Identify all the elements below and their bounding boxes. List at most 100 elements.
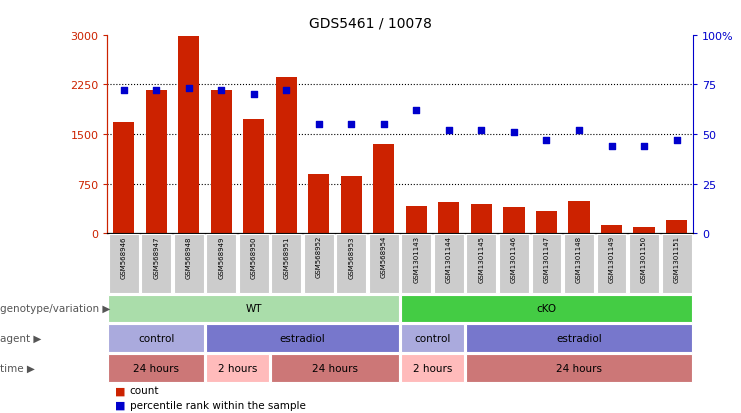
Text: 24 hours: 24 hours [133,363,179,373]
FancyBboxPatch shape [499,234,529,293]
FancyBboxPatch shape [271,354,399,382]
Text: cKO: cKO [536,304,556,313]
Bar [634,228,654,234]
Bar [341,176,362,234]
FancyBboxPatch shape [597,234,626,293]
FancyBboxPatch shape [206,234,236,293]
Text: 2 hours: 2 hours [413,363,452,373]
Point [638,143,650,150]
Bar [601,226,622,234]
Text: GSM1301148: GSM1301148 [576,235,582,282]
FancyBboxPatch shape [629,234,659,293]
Bar [503,208,525,234]
FancyBboxPatch shape [369,234,399,293]
Text: GDS5461 / 10078: GDS5461 / 10078 [309,16,432,30]
FancyBboxPatch shape [401,295,692,322]
Bar [666,221,687,234]
Bar [113,123,134,234]
FancyBboxPatch shape [142,234,171,293]
Text: GSM568947: GSM568947 [153,235,159,278]
Text: GSM1301149: GSM1301149 [608,235,614,282]
Text: GSM1301151: GSM1301151 [674,235,679,282]
Text: control: control [138,333,174,343]
Text: 24 hours: 24 hours [312,363,358,373]
FancyBboxPatch shape [466,354,692,382]
Text: GSM1301150: GSM1301150 [641,235,647,282]
Point [671,137,682,144]
Text: control: control [414,333,451,343]
FancyBboxPatch shape [239,234,269,293]
Text: GSM1301146: GSM1301146 [511,235,517,282]
Point [313,121,325,128]
Bar [276,78,297,234]
Text: GSM568946: GSM568946 [121,235,127,278]
Text: ■: ■ [115,400,125,410]
Text: WT: WT [245,304,262,313]
Bar [471,205,492,234]
Text: estradiol: estradiol [556,333,602,343]
FancyBboxPatch shape [271,234,302,293]
FancyBboxPatch shape [108,354,204,382]
Text: percentile rank within the sample: percentile rank within the sample [130,400,305,410]
Text: genotype/variation ▶: genotype/variation ▶ [0,304,110,313]
Text: ■: ■ [115,385,125,395]
Text: GSM1301144: GSM1301144 [446,235,452,282]
FancyBboxPatch shape [531,234,562,293]
Bar [536,211,557,234]
Bar [308,174,330,234]
Text: GSM1301147: GSM1301147 [543,235,550,282]
FancyBboxPatch shape [108,325,204,352]
Point [183,86,195,93]
Point [508,129,520,136]
Text: GSM568952: GSM568952 [316,235,322,278]
Point [541,137,553,144]
Point [573,127,585,134]
FancyBboxPatch shape [174,234,204,293]
Bar [243,119,265,234]
Bar [146,91,167,234]
Text: 24 hours: 24 hours [556,363,602,373]
Text: GSM568951: GSM568951 [283,235,289,278]
Point [411,107,422,114]
FancyBboxPatch shape [662,234,691,293]
Bar [210,90,232,234]
FancyBboxPatch shape [466,325,692,352]
Text: GSM1301145: GSM1301145 [479,235,485,282]
Text: time ▶: time ▶ [0,363,35,373]
Point [118,88,130,94]
Point [443,127,455,134]
FancyBboxPatch shape [467,234,496,293]
FancyBboxPatch shape [336,234,366,293]
FancyBboxPatch shape [109,234,139,293]
Text: agent ▶: agent ▶ [0,333,41,343]
FancyBboxPatch shape [402,234,431,293]
Text: count: count [130,385,159,395]
FancyBboxPatch shape [434,234,464,293]
Point [247,92,260,98]
FancyBboxPatch shape [206,325,399,352]
FancyBboxPatch shape [206,354,269,382]
Text: GSM568948: GSM568948 [186,235,192,278]
Point [345,121,357,128]
FancyBboxPatch shape [304,234,333,293]
Bar [439,202,459,234]
Text: GSM568949: GSM568949 [219,235,225,278]
Text: estradiol: estradiol [279,333,325,343]
Point [150,88,162,94]
Text: GSM568953: GSM568953 [348,235,354,278]
Text: GSM568954: GSM568954 [381,235,387,278]
Point [216,88,227,94]
Text: 2 hours: 2 hours [218,363,257,373]
Bar [568,202,590,234]
Bar [406,206,427,234]
Point [605,143,617,150]
FancyBboxPatch shape [401,354,464,382]
Point [378,121,390,128]
Text: GSM568950: GSM568950 [250,235,257,278]
Bar [178,37,199,234]
Text: GSM1301143: GSM1301143 [413,235,419,282]
Point [476,127,488,134]
FancyBboxPatch shape [401,325,464,352]
Point [280,88,292,94]
FancyBboxPatch shape [564,234,594,293]
